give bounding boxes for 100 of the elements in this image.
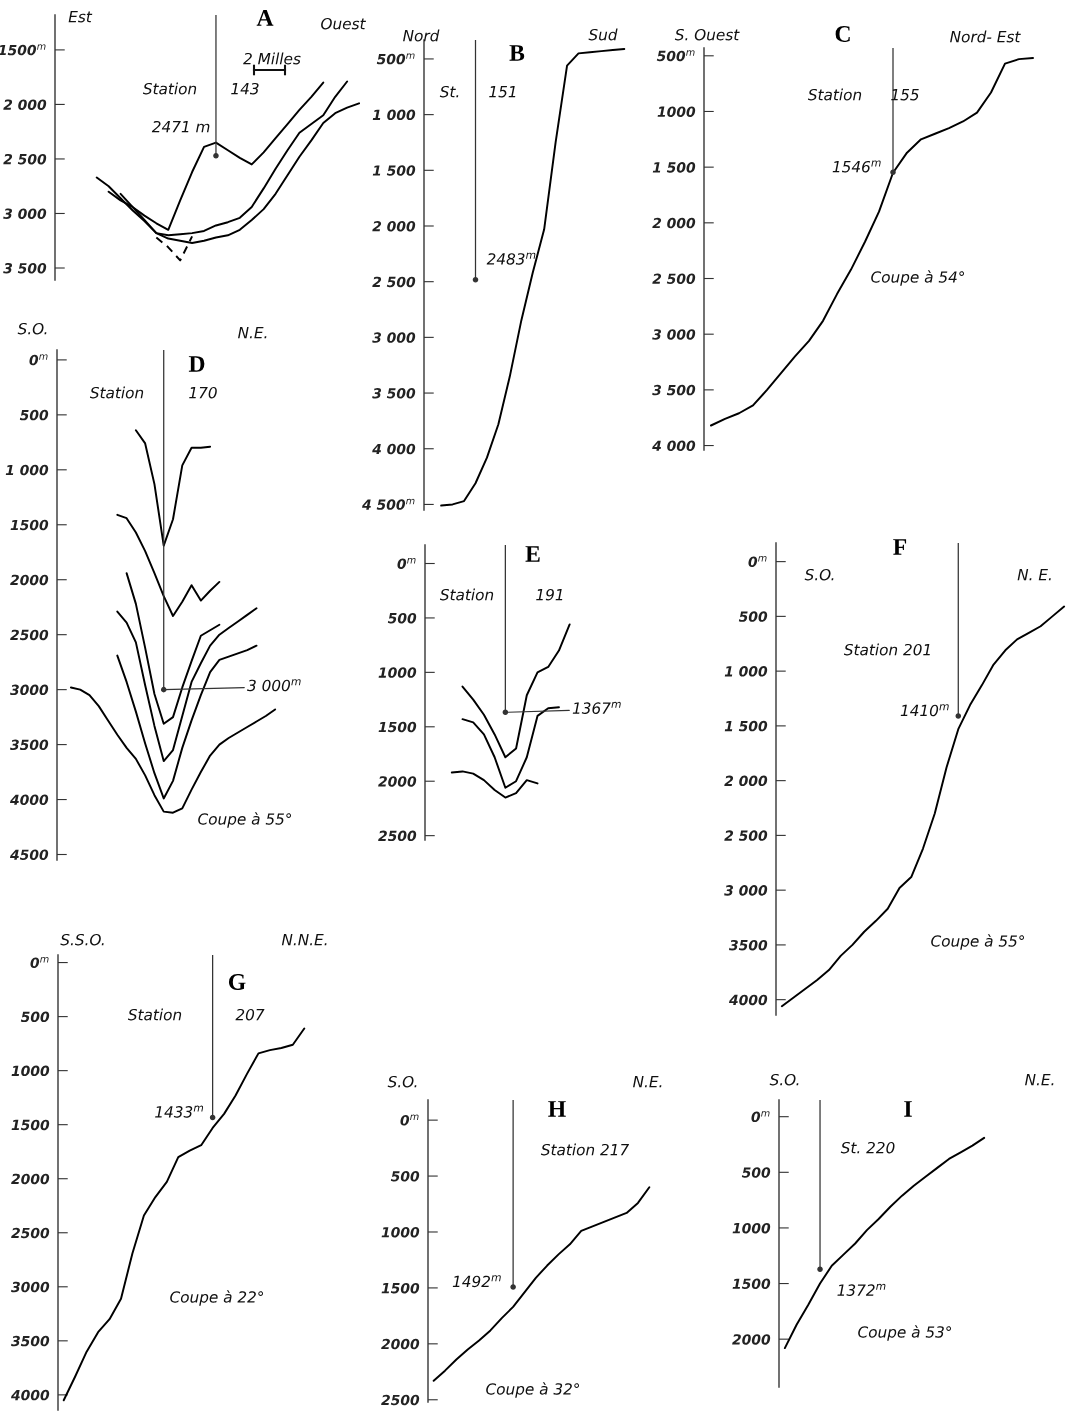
annotation: Nord [403,29,440,42]
y-tick-label: 0$^{m}$ [751,1111,770,1123]
chart-title: F [893,539,907,555]
text: S.O. [769,1073,799,1086]
line-series [125,572,221,725]
annotation: 2 Milles [243,52,301,65]
annotation: Coupe à 55° [198,812,292,828]
annotation: St. [439,85,459,98]
y-tick-label: 1000 [11,1065,50,1077]
data-label: 1546$^{m}$ [832,160,881,173]
y-tick-label: 3000 [10,684,49,696]
y-tick-label: 1000 [378,667,417,678]
y-tick-label: 2000 [11,1173,50,1185]
y-tick-label: 0$^{m}$ [400,1114,419,1126]
y-tick-label: 1000 [657,106,696,117]
line-series [134,429,212,547]
y-tick-label: 4 000 [372,443,416,455]
line-series [440,47,626,507]
line-series [62,1027,306,1402]
y-tick-label: 4 500$^{m}$ [362,498,415,510]
chart-title: H [548,1101,566,1117]
annotation: Sud [588,28,618,41]
text: S.O. [387,1075,417,1088]
line-series [710,57,1034,427]
y-tick-label: 500 [20,1011,50,1023]
y-tick-label: 2 500 [3,153,47,165]
y-tick-label: 3500 [11,1335,50,1347]
y-tick-label: 2000 [378,776,417,787]
chart-title: C [835,26,850,42]
y-tick-label: 3 500 [652,384,696,396]
y-tick-label: 1 000 [724,666,768,677]
y-tick-label: 500 [390,1171,420,1182]
annotation: S.O. [804,568,834,581]
y-tick-label: 3 000 [652,329,696,340]
y-tick-label: 0$^{m}$ [29,354,48,366]
y-tick-label: 2 500 [724,830,768,841]
annotation: Est [68,11,93,23]
y-tick-label: 2500 [10,629,49,641]
annotation: N. E. [1017,569,1051,581]
data-label: 1372$^{m}$ [837,1283,886,1296]
y-tick-label: 2 500 [652,273,696,284]
line-series [116,607,258,763]
line-series [432,1186,651,1382]
y-tick-label: 4 000 [652,440,696,452]
y-tick-label: 2500 [11,1227,50,1239]
y-tick-label: 0$^{m}$ [397,557,416,569]
data-label: 2483$^{m}$ [486,252,536,265]
y-tick-label: 4500 [10,849,49,860]
chart-title: A [256,10,274,26]
text: S. Ouest [674,28,740,41]
annotation: St. 220 [840,1141,895,1154]
y-tick-label: 2000 [10,574,49,586]
annotation: Station [89,386,144,399]
annotation: Station [127,1008,182,1021]
y-tick-label: 2 000 [3,99,47,110]
y-tick-label: 3 500 [3,262,47,274]
y-tick-label: 2 000 [372,220,416,232]
text: N.N.E. [281,934,327,946]
y-tick-label: 3 000 [724,885,768,896]
y-tick-label: 0$^{m}$ [748,556,767,568]
chart-title: I [904,1101,912,1117]
annotation: Station 217 [540,1143,630,1156]
chart-title: D [188,356,205,372]
text: Nord- Est [950,30,1021,43]
y-tick-label: 3000 [11,1281,50,1293]
text: G [228,974,246,990]
data-label: 1410$^{m}$ [900,704,949,717]
annotation: Station [439,588,494,601]
data-label: 1433$^{m}$ [155,1105,204,1118]
annotation: 207 [235,1008,265,1021]
annotation: 191 [536,588,563,601]
y-tick-label: 500 [741,1167,771,1178]
data-label: 1367$^{m}$ [572,701,621,714]
y-tick-label: 0$^{m}$ [30,957,49,968]
y-tick-label: 3 500 [372,388,416,399]
annotation: Coupe à 54° [871,270,965,286]
y-tick-label: 2 000 [652,217,696,229]
annotation: Coupe à 22° [170,1290,264,1306]
data-label: 1492$^{m}$ [452,1275,501,1288]
y-tick-label: 1 500 [724,720,768,732]
text: N.E. [238,327,267,339]
y-tick-label: 500 [387,612,417,624]
annotation: 155 [891,89,919,101]
chart-title: B [509,45,525,61]
annotation: Coupe à 55° [931,934,1025,950]
y-tick-label: 1500 [11,1119,50,1131]
text: N.E. [633,1076,662,1088]
y-tick-label: 2000 [732,1334,771,1345]
text: S.O. [17,322,47,335]
annotation: Station [142,82,197,95]
y-tick-label: 500$^{m}$ [376,53,415,65]
y-tick-label: 1500 [732,1278,771,1290]
y-tick-label: 500$^{m}$ [656,50,695,62]
text: S.S.O. [60,933,104,946]
y-tick-label: 2000 [381,1338,420,1350]
y-tick-label: 2500 [381,1394,420,1406]
y-tick-label: 1000 [381,1226,420,1238]
y-tick-label: 3 000 [372,332,416,343]
annotation: Station [807,88,862,101]
chart-title: E [525,546,540,562]
